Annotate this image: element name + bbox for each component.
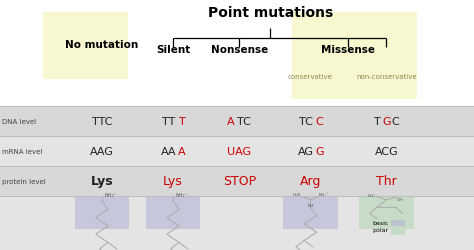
Text: G: G xyxy=(382,116,391,126)
Text: Missense: Missense xyxy=(321,45,375,55)
Text: DNA level: DNA level xyxy=(2,118,36,124)
Text: NH₂⁺: NH₂⁺ xyxy=(175,192,187,198)
Text: A: A xyxy=(227,116,234,126)
Text: polar: polar xyxy=(373,228,389,232)
Text: TC: TC xyxy=(237,116,251,126)
Text: Lys: Lys xyxy=(91,175,113,188)
Text: T: T xyxy=(374,116,381,126)
Text: TTC: TTC xyxy=(92,116,112,126)
Text: ACG: ACG xyxy=(374,146,398,156)
Text: NH: NH xyxy=(307,203,314,207)
Text: STOP: STOP xyxy=(223,175,256,188)
Text: mRNA level: mRNA level xyxy=(2,148,43,154)
Text: TT: TT xyxy=(162,116,175,126)
FancyBboxPatch shape xyxy=(391,229,405,235)
Text: H₂N: H₂N xyxy=(293,192,301,196)
FancyBboxPatch shape xyxy=(0,196,474,250)
Text: G: G xyxy=(315,146,324,156)
Text: C: C xyxy=(392,116,399,126)
Text: Lys: Lys xyxy=(163,175,183,188)
FancyBboxPatch shape xyxy=(0,136,474,166)
Text: non-conservative: non-conservative xyxy=(356,73,417,79)
FancyBboxPatch shape xyxy=(359,196,413,229)
Text: Point mutations: Point mutations xyxy=(208,6,333,20)
Text: Thr: Thr xyxy=(376,175,397,188)
Text: UAG: UAG xyxy=(228,146,251,156)
Text: H₃C: H₃C xyxy=(368,193,376,197)
FancyBboxPatch shape xyxy=(146,196,200,229)
Text: AA: AA xyxy=(161,146,176,156)
Text: protein level: protein level xyxy=(2,178,46,184)
FancyBboxPatch shape xyxy=(292,12,417,100)
FancyBboxPatch shape xyxy=(0,106,474,136)
Text: AG: AG xyxy=(298,146,314,156)
FancyBboxPatch shape xyxy=(391,220,405,226)
Text: TC: TC xyxy=(299,116,313,126)
FancyBboxPatch shape xyxy=(0,166,474,196)
Text: basic: basic xyxy=(372,220,389,225)
FancyBboxPatch shape xyxy=(43,12,128,80)
Text: Nonsense: Nonsense xyxy=(211,45,268,55)
Text: No mutation: No mutation xyxy=(65,40,138,50)
Text: AAG: AAG xyxy=(90,146,114,156)
Text: Arg: Arg xyxy=(300,175,321,188)
FancyBboxPatch shape xyxy=(283,196,337,229)
Text: NH₂⁺: NH₂⁺ xyxy=(104,192,116,198)
Text: T: T xyxy=(179,116,185,126)
Text: OH: OH xyxy=(397,197,404,201)
Text: NH₂⁺: NH₂⁺ xyxy=(319,192,329,196)
Text: A: A xyxy=(178,146,186,156)
Text: Silent: Silent xyxy=(156,45,190,55)
FancyBboxPatch shape xyxy=(0,0,474,106)
Text: conservative: conservative xyxy=(288,73,333,79)
FancyBboxPatch shape xyxy=(75,196,129,229)
Text: C: C xyxy=(316,116,323,126)
